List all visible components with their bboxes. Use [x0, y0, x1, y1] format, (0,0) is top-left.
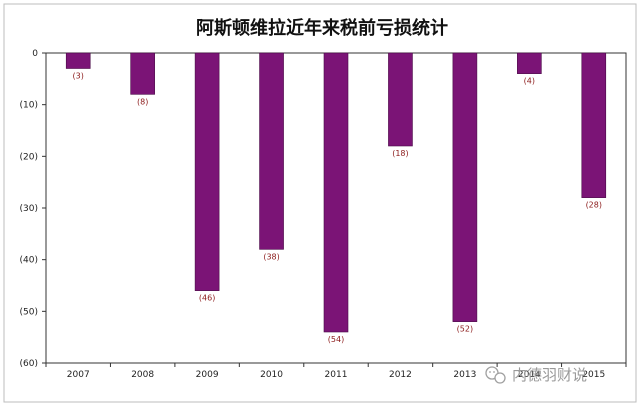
watermark-text: 内德羽财说: [512, 366, 587, 384]
y-tick-label: (40): [20, 256, 38, 266]
x-tick-label-2010: 2010: [260, 370, 283, 380]
x-tick-label-2008: 2008: [131, 370, 154, 380]
y-tick-label: (60): [20, 359, 38, 369]
data-label-2007: (3): [73, 72, 84, 81]
y-tick-label: (50): [20, 307, 38, 317]
x-axis: 2007 2008 2009 2010 2011 2012 2013 2014 2015: [45, 363, 627, 380]
bar-2015: [581, 52, 607, 198]
y-tick-label: (30): [20, 204, 38, 214]
watermark: 内德羽财说: [485, 366, 587, 384]
bars: (3) (8) (46) (38) (54) (18) (52) (4) (28): [65, 52, 607, 344]
data-label-2009: (46): [199, 294, 215, 303]
x-tick-label-2015: 2015: [582, 370, 605, 380]
y-tick-label: (20): [20, 152, 38, 162]
x-tick-label-2012: 2012: [389, 370, 412, 380]
bar-2011: [323, 52, 349, 333]
data-label-2012: (18): [392, 149, 408, 158]
x-tick-label-2009: 2009: [196, 370, 219, 380]
y-tick-label: (10): [20, 101, 38, 111]
bar-2008: [130, 52, 155, 95]
bar-2012: [388, 52, 413, 147]
bar-2014: [517, 52, 542, 74]
bar-2007: [65, 52, 91, 69]
data-label-2008: (8): [137, 97, 148, 106]
data-label-2011: (54): [328, 335, 344, 344]
bar-2013: [452, 52, 478, 322]
x-tick-label-2013: 2013: [453, 370, 476, 380]
wechat-icon: [485, 366, 506, 384]
x-tick-label-2011: 2011: [325, 370, 348, 380]
chart-title: 阿斯顿维拉近年来税前亏损统计: [196, 17, 448, 39]
data-label-2015: (28): [586, 201, 602, 210]
x-tick-label-2007: 2007: [67, 370, 90, 380]
data-label-2014: (4): [524, 77, 535, 86]
y-axis: 0 (10) (20) (30) (40) (50) (60): [20, 49, 46, 369]
bar-2009: [194, 52, 220, 291]
data-label-2010: (38): [263, 252, 279, 261]
data-label-2013: (52): [457, 325, 473, 334]
y-tick-label: 0: [32, 49, 38, 59]
x-tick-label-2014: 2014: [518, 370, 541, 380]
bar-2010: [259, 52, 284, 250]
